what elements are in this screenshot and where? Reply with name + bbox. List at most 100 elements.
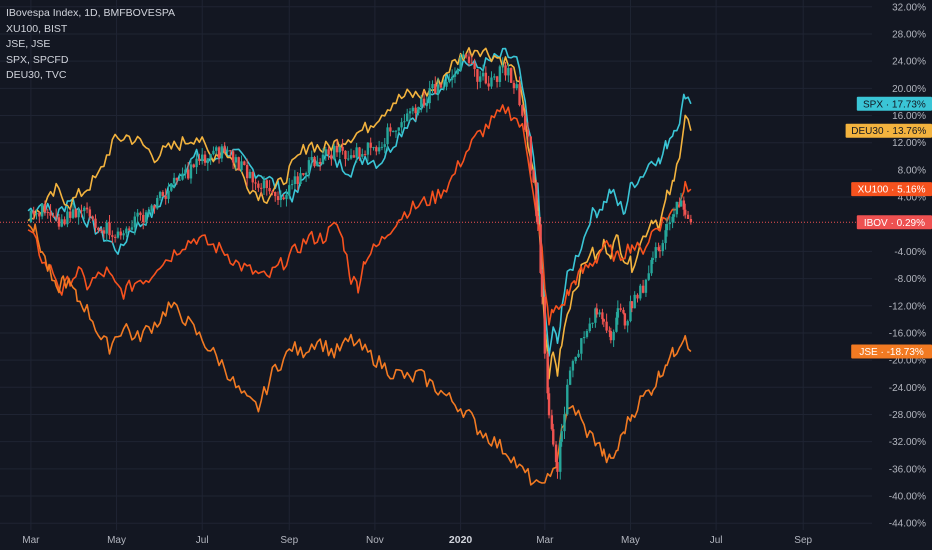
candle-body — [644, 279, 648, 293]
y-tick-label: -24.00% — [889, 383, 926, 394]
candle-body — [487, 83, 490, 87]
candle-body — [195, 158, 198, 168]
candle-body — [601, 312, 604, 320]
legend-deu30[interactable]: DEU30, TVC — [6, 69, 67, 81]
candle-body — [588, 323, 591, 332]
legend-main-series[interactable]: IBovespa Index, 1D, BMFBOVESPA — [6, 7, 176, 19]
candle-body — [619, 308, 622, 310]
candle-body — [248, 171, 252, 179]
candle-body — [293, 176, 297, 185]
y-tick-label: 8.00% — [898, 165, 926, 176]
x-tick-label: 2020 — [449, 534, 473, 546]
y-tick-label: 4.00% — [898, 193, 926, 204]
candle-body — [684, 209, 687, 215]
candle-body — [594, 308, 597, 323]
candle-body — [215, 147, 218, 151]
candle-body — [467, 56, 471, 63]
x-axis[interactable]: Mar May Jul Sep Nov 2020 Mar May Jul Sep — [22, 534, 812, 546]
candle-body — [629, 301, 632, 322]
candle-body — [172, 177, 176, 184]
candle-body — [136, 212, 139, 217]
candle-body — [43, 204, 47, 213]
candle-body — [675, 201, 679, 215]
candle-body — [198, 158, 201, 162]
y-tick-label: -40.00% — [889, 492, 926, 503]
candle-body — [436, 84, 440, 94]
candle-body — [113, 236, 117, 238]
candle-body — [254, 182, 257, 184]
candle-body — [77, 210, 80, 218]
x-tick-label: Jul — [710, 535, 723, 546]
candle-body — [420, 98, 423, 107]
tag-box — [856, 215, 932, 230]
candle-body — [52, 215, 55, 217]
tag-box — [845, 123, 932, 138]
y-tick-label: -20.00% — [889, 356, 926, 367]
series-xu100[interactable] — [27, 104, 692, 326]
candle-body — [369, 142, 372, 148]
series-ibov[interactable] — [29, 50, 693, 480]
candle-body — [335, 145, 339, 153]
legend-jse[interactable]: JSE, JSE — [6, 38, 51, 50]
candle-body — [302, 173, 305, 175]
candle-body — [612, 331, 615, 341]
candle-body — [358, 147, 361, 157]
candle-body — [651, 258, 655, 260]
candle-body — [417, 106, 420, 114]
candle-body — [481, 72, 485, 77]
y-tick-label: 20.00% — [892, 84, 926, 95]
candle-body — [540, 272, 544, 297]
candle-body — [125, 228, 128, 234]
y-tick-label: 12.00% — [892, 138, 926, 149]
series-jse[interactable] — [27, 223, 692, 486]
candle-body — [391, 131, 395, 133]
candle-body — [274, 191, 277, 197]
candle-body — [262, 180, 266, 189]
candle-body — [150, 205, 153, 212]
candle-body — [453, 73, 457, 77]
candle-body — [456, 69, 459, 74]
candle-body — [310, 156, 313, 161]
legend-spx[interactable]: SPX, SPCFD — [6, 53, 69, 66]
candle-body — [40, 204, 44, 217]
candle-body — [127, 228, 131, 230]
candle-body — [54, 216, 58, 218]
candle-body — [678, 201, 681, 207]
candle-body — [428, 88, 431, 104]
candle-body — [38, 213, 41, 217]
series-line-spx — [27, 47, 692, 357]
legend-xu100[interactable]: XU100, BIST — [6, 22, 68, 35]
candle-body — [630, 301, 634, 309]
candle-body — [102, 230, 106, 234]
candle-body — [689, 218, 693, 223]
candle-body — [220, 146, 224, 159]
series-spx[interactable] — [27, 47, 692, 357]
tag-label: XU100 · 5.16% — [858, 185, 926, 196]
candle-body — [571, 361, 575, 371]
candle-body — [560, 431, 563, 442]
candle-body — [237, 157, 240, 171]
candle-body — [490, 77, 493, 87]
candle-body — [459, 57, 462, 70]
candle-body — [682, 200, 686, 210]
candle-body — [577, 353, 580, 357]
candle-body — [231, 151, 235, 163]
candle-body — [633, 294, 636, 309]
candle-body — [552, 429, 555, 445]
tag-label: DEU30 · 13.76% — [851, 126, 926, 137]
candle-body — [498, 66, 502, 82]
candle-body — [479, 76, 482, 82]
candle-body — [349, 155, 353, 159]
candle-body — [535, 182, 538, 216]
series-deu30[interactable] — [27, 47, 692, 380]
y-axis[interactable]: 32.00% 28.00% 24.00% 20.00% 16.00% 12.00% 8.00… — [889, 2, 926, 529]
candle-body — [97, 227, 100, 231]
candle-body — [363, 154, 367, 156]
candle-body — [406, 113, 409, 122]
candle-body — [327, 149, 330, 155]
candle-body — [83, 207, 86, 212]
candle-body — [147, 211, 151, 213]
candle-body — [394, 130, 398, 132]
candle-body — [245, 164, 249, 179]
